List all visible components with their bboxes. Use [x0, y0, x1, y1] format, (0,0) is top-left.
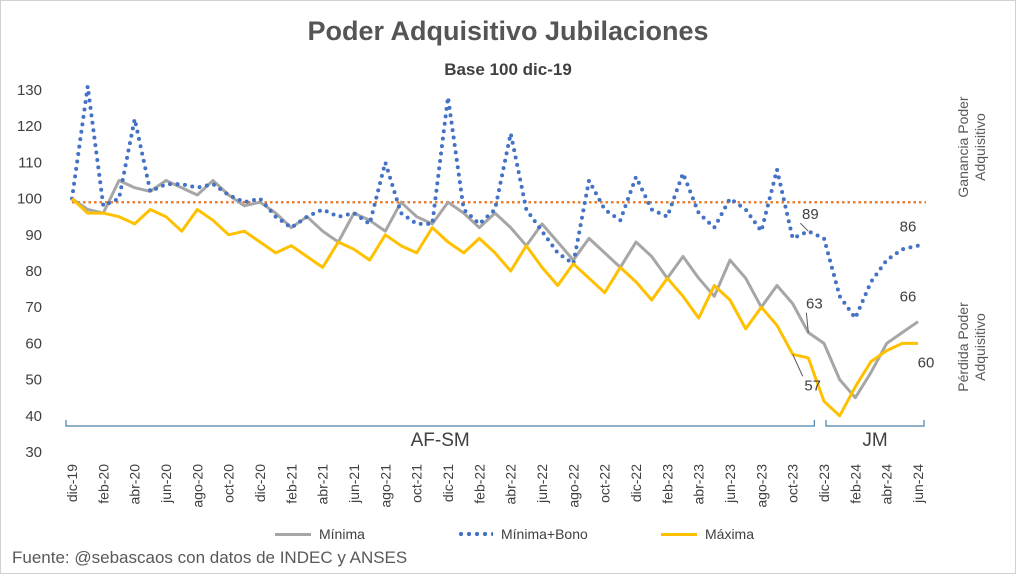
x-tick-label: ago-22 [565, 464, 581, 508]
y-tick-label: 80 [25, 263, 42, 280]
x-tick-label: oct-22 [597, 464, 613, 503]
y-tick-label: 30 [25, 444, 42, 461]
y-tick-label: 90 [25, 227, 42, 244]
legend-label-maxima: Máxima [705, 526, 755, 542]
legend-item-minima: Mínima [275, 526, 365, 542]
data-label: 89 [802, 206, 819, 223]
x-tick-label: jun-22 [534, 464, 550, 504]
x-tick-label: jun-23 [722, 464, 738, 504]
loss-side-label: Pérdida Poder Adquisitivo [955, 302, 988, 392]
chart-subtitle: Base 100 dic-19 [444, 60, 572, 79]
legend-item-minima-bono: Mínima+Bono [457, 526, 588, 542]
y-tick-label: 120 [17, 118, 42, 135]
y-tick-label: 110 [18, 154, 42, 171]
period-bracket [65, 420, 815, 427]
legend: Mínima Mínima+Bono Máxima [275, 526, 795, 544]
x-tick-label: dic-19 [64, 464, 80, 502]
data-label: 66 [900, 289, 917, 306]
x-tick-label: dic-21 [440, 464, 456, 502]
x-tick-label: dic-22 [628, 464, 644, 502]
annotation-leader [792, 354, 804, 377]
x-tick-label: feb-20 [95, 464, 111, 504]
legend-item-maxima: Máxima [661, 526, 754, 542]
x-tick-label: abr-21 [315, 464, 331, 505]
minima-line [71, 179, 919, 400]
x-tick-label: feb-21 [283, 464, 299, 504]
x-tick-label: jun-21 [346, 464, 362, 504]
x-tick-label: ago-21 [377, 464, 393, 508]
maxima-line [70, 197, 918, 418]
annotation-leader [799, 222, 809, 232]
y-tick-label: 100 [17, 191, 42, 208]
legend-swatch-maxima [661, 532, 697, 536]
x-tick-label: feb-24 [847, 464, 863, 504]
x-tick-label: oct-20 [221, 464, 237, 503]
y-tick-label: 50 [25, 372, 42, 389]
minima-bono-line [70, 84, 920, 321]
x-tick-label: dic-20 [252, 464, 268, 502]
annotation-leader [805, 312, 809, 333]
y-tick-label: 130 [17, 82, 42, 99]
period-label: AF-SM [411, 430, 470, 451]
x-tick-label: abr-24 [879, 464, 895, 505]
data-label: 60 [918, 354, 935, 371]
y-tick-label: 60 [25, 335, 42, 352]
legend-swatch-minima-bono [457, 532, 493, 536]
y-tick-label: 40 [25, 408, 42, 425]
x-tick-label: ago-20 [189, 464, 205, 508]
period-label: JM [862, 430, 887, 451]
x-tick-label: jun-20 [158, 464, 174, 504]
legend-label-minima: Mínima [319, 526, 365, 542]
x-tick-label: feb-22 [471, 464, 487, 504]
chart-title: Poder Adquisitivo Jubilaciones [307, 16, 709, 46]
x-tick-label: dic-23 [816, 464, 832, 502]
gain-side-label: Ganancia Poder Adquisitivo [955, 96, 988, 198]
x-tick-label: oct-21 [409, 464, 425, 503]
data-label: 57 [804, 377, 821, 394]
data-label: 86 [900, 219, 917, 236]
legend-swatch-minima [275, 532, 311, 536]
x-tick-label: abr-23 [691, 464, 707, 505]
x-tick-label: abr-20 [127, 464, 143, 505]
data-label: 63 [806, 296, 823, 313]
legend-label-minima-bono: Mínima+Bono [501, 526, 588, 542]
x-tick-label: ago-23 [753, 464, 769, 508]
x-tick-label: oct-23 [785, 464, 801, 503]
x-tick-label: feb-23 [659, 464, 675, 504]
source-note: Fuente: @sebascaos con datos de INDEC y … [12, 548, 408, 567]
y-tick-label: 70 [25, 299, 42, 316]
x-tick-label: jun-24 [910, 464, 926, 504]
period-bracket [825, 420, 925, 427]
x-tick-label: abr-22 [503, 464, 519, 505]
